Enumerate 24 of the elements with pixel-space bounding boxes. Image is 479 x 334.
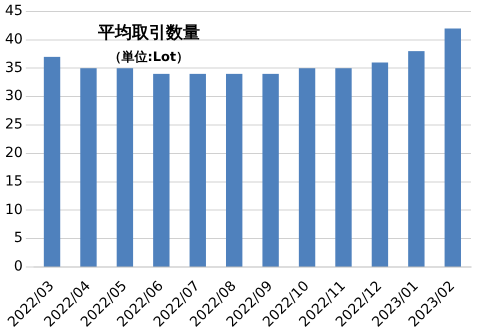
- bar: [298, 68, 316, 266]
- bar: [262, 74, 279, 266]
- bar: [372, 62, 388, 266]
- bar: [116, 68, 134, 266]
- text: （単位:Lot）: [108, 50, 190, 65]
- bar: [190, 74, 206, 266]
- y-tick-label: 30: [4, 88, 23, 104]
- y-tick-label: 35: [4, 60, 23, 76]
- bar: [335, 68, 352, 266]
- y-tick-label: 25: [4, 116, 23, 133]
- bar: [80, 68, 97, 266]
- bar: [44, 56, 60, 266]
- bar: [226, 74, 242, 266]
- y-tick-label: 0: [14, 258, 23, 275]
- y-tick-label: 5: [14, 230, 23, 246]
- y-tick-label: 10: [4, 202, 23, 218]
- y-tick-label: 20: [4, 145, 23, 162]
- y-tick-label: 45: [4, 3, 23, 20]
- text: 平均取引数量: [96, 22, 200, 43]
- bar: [444, 28, 461, 266]
- y-tick-label: 15: [4, 173, 23, 190]
- bar: [153, 74, 170, 266]
- y-tick-label: 40: [4, 31, 23, 48]
- bar: [408, 51, 425, 266]
